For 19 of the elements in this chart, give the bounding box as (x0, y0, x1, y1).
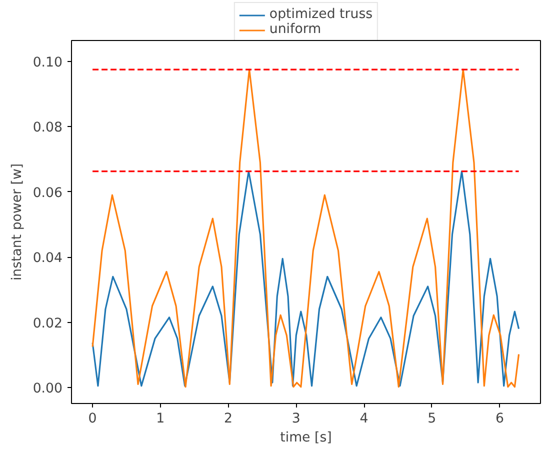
y-tick-label: 0.02 (32, 316, 63, 332)
y-tick-label: 0.06 (32, 186, 63, 201)
x-tick-label: 6 (496, 412, 504, 426)
x-tick-label: 4 (360, 412, 368, 426)
line-series (92, 68, 520, 388)
legend-label: uniform (269, 22, 322, 37)
y-tick-label: 0.08 (32, 120, 63, 136)
x-axis-title: time [s] (280, 430, 332, 446)
x-tick-label: 0 (88, 412, 97, 426)
x-tick-label: 2 (224, 412, 233, 426)
x-tick-label: 1 (156, 412, 165, 426)
y-axis-title: instant power [w] (10, 163, 25, 281)
y-tick-label: 0.00 (32, 382, 63, 397)
x-tick-label: 3 (292, 412, 300, 426)
legend-label: optimized truss (269, 7, 373, 22)
y-tick-label: 0.10 (32, 55, 63, 70)
y-tick-label: 0.04 (32, 251, 63, 266)
x-tick-label: 5 (428, 412, 436, 426)
line-series (92, 170, 520, 387)
